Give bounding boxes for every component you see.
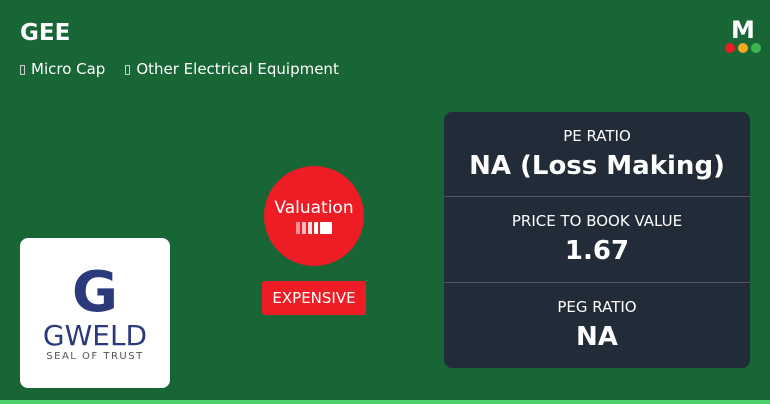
logo-mark: G (72, 259, 118, 325)
tag-icon (20, 65, 25, 75)
brand-letter: M (731, 16, 755, 44)
metric-label: PRICE TO BOOK VALUE (511, 212, 683, 231)
metric-value: 1.67 (564, 236, 630, 267)
ticker-title: GEE (20, 20, 71, 46)
valuation-verdict-badge: EXPENSIVE (262, 281, 366, 315)
metric-pe-ratio: PE RATIO NA (Loss Making) (444, 112, 750, 198)
brand-logo: M (724, 16, 762, 54)
metric-label: PEG RATIO (557, 298, 637, 317)
logo-name: GWELD (42, 318, 148, 352)
bottom-bar (0, 400, 770, 404)
valuation-label: Valuation (274, 198, 354, 218)
tags: Micro Cap Other Electrical Equipment (20, 60, 339, 78)
valuation-meter: Valuation (264, 166, 364, 266)
tag-icon (125, 65, 131, 75)
orange-dot-icon (738, 43, 748, 53)
company-logo: G GWELD SEAL OF TRUST (20, 238, 170, 388)
tag-industry[interactable]: Other Electrical Equipment (125, 60, 339, 78)
metric-value: NA (576, 322, 618, 353)
green-dot-icon (751, 43, 761, 53)
metric-price-to-book: PRICE TO BOOK VALUE 1.67 (444, 197, 750, 283)
metric-value: NA (Loss Making) (469, 151, 725, 182)
red-dot-icon (725, 43, 735, 53)
tag-label: Other Electrical Equipment (136, 60, 339, 78)
metrics-panel: PE RATIO NA (Loss Making) PRICE TO BOOK V… (444, 112, 750, 368)
tag-market-cap[interactable]: Micro Cap (20, 60, 105, 78)
metric-label: PE RATIO (563, 127, 631, 146)
tag-label: Micro Cap (31, 60, 106, 78)
valuation-level-icon (296, 222, 332, 234)
logo-tagline: SEAL OF TRUST (46, 350, 144, 362)
metric-peg-ratio: PEG RATIO NA (444, 283, 750, 368)
